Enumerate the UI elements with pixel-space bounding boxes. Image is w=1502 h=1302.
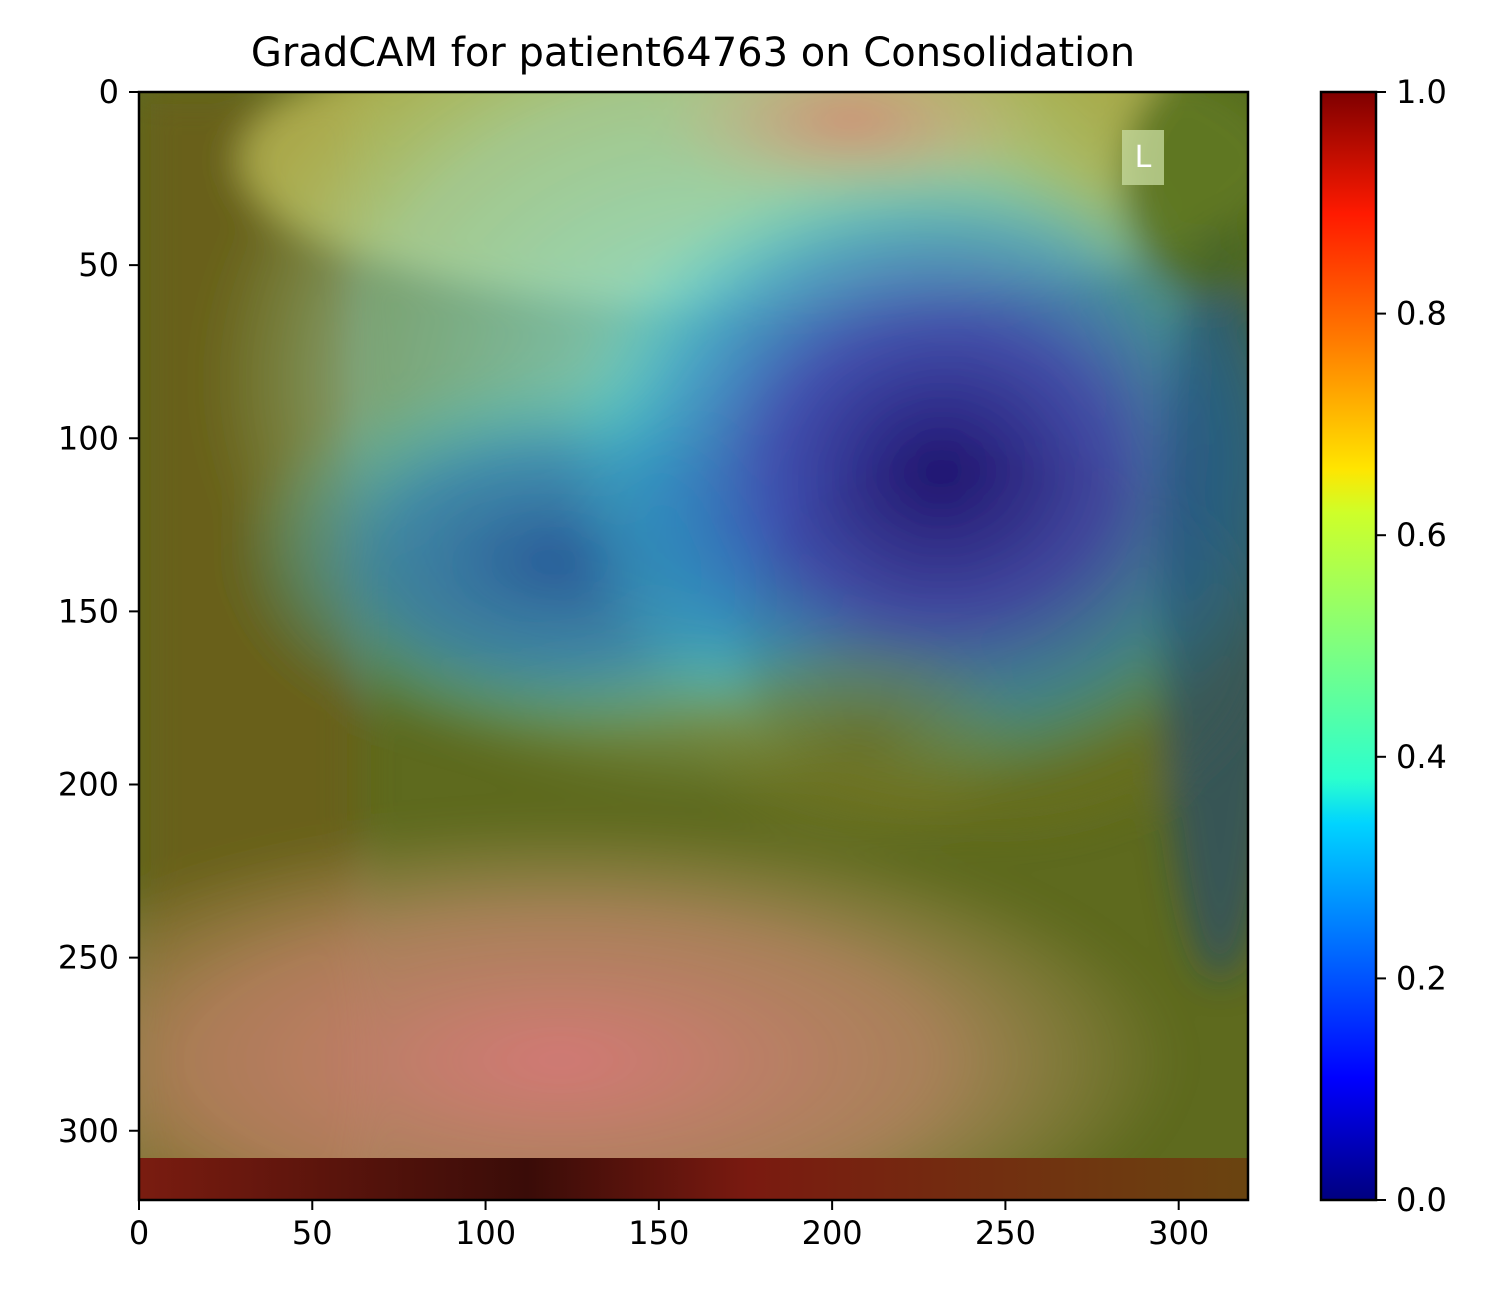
x-tick-label: 250 xyxy=(975,1214,1036,1252)
y-tick-label: 100 xyxy=(58,419,119,457)
x-tick-label: 200 xyxy=(802,1214,863,1252)
x-tick-label: 150 xyxy=(628,1214,689,1252)
heatmap-image: L xyxy=(139,92,1248,1200)
colorbar-axis: 0.0 0.2 0.4 0.6 0.8 1.0 xyxy=(1376,73,1447,1219)
y-tick-label: 250 xyxy=(58,939,119,977)
y-tick-label: 150 xyxy=(58,592,119,630)
y-tick-label: 200 xyxy=(58,766,119,804)
x-axis: 0 50 100 150 200 250 300 xyxy=(129,1200,1209,1252)
image-annotation-letter: L xyxy=(1135,140,1152,175)
y-tick-label: 300 xyxy=(58,1112,119,1150)
colorbar-tick-label: 0.6 xyxy=(1396,516,1447,554)
x-tick-label: 50 xyxy=(292,1214,333,1252)
y-tick-label: 50 xyxy=(78,246,119,284)
colorbar-tick-label: 1.0 xyxy=(1396,73,1447,111)
colorbar-tick-label: 0.8 xyxy=(1396,295,1447,333)
colorbar xyxy=(1319,90,1378,1202)
colorbar-tick-label: 0.4 xyxy=(1396,738,1447,776)
plot-frame xyxy=(137,90,1250,1202)
y-tick-label: 0 xyxy=(99,73,119,111)
colorbar-tick-label: 0.2 xyxy=(1396,959,1447,997)
y-axis: 0 50 100 150 200 250 300 xyxy=(58,73,139,1150)
colorbar-tick-label: 0.0 xyxy=(1396,1181,1447,1219)
x-tick-label: 300 xyxy=(1148,1214,1209,1252)
x-tick-label: 100 xyxy=(455,1214,516,1252)
chart-title: GradCAM for patient64763 on Consolidatio… xyxy=(251,30,1135,76)
x-tick-label: 0 xyxy=(129,1214,149,1252)
